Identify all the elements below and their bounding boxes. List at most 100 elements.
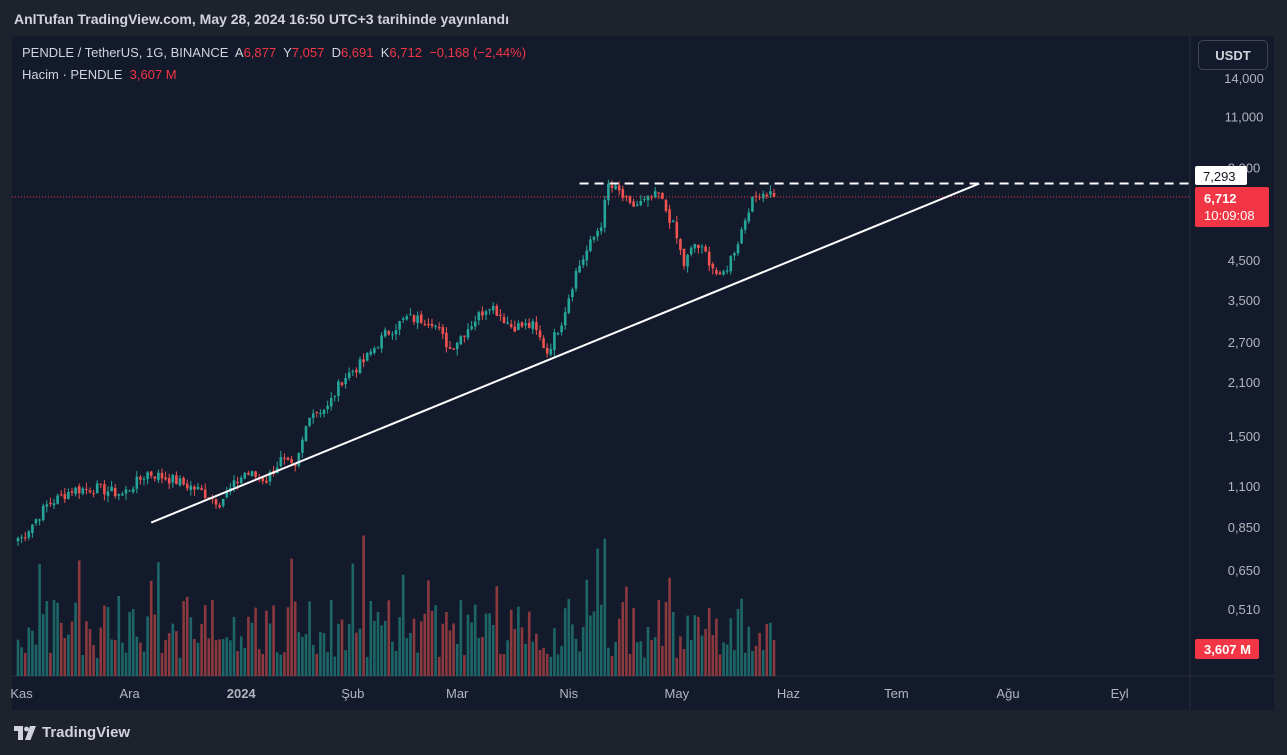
- volume-bar: [239, 636, 243, 676]
- candle-body: [203, 489, 207, 498]
- candle-body: [538, 330, 542, 338]
- candle-body: [56, 495, 59, 504]
- candle-body: [279, 457, 283, 466]
- volume-bar: [430, 610, 434, 676]
- candle-body: [639, 200, 643, 206]
- volume-bar: [196, 642, 200, 676]
- candle-body: [358, 359, 362, 374]
- high-label: Y: [283, 45, 292, 60]
- volume-bar: [416, 652, 419, 676]
- volume-bar: [538, 649, 542, 676]
- time-tick-label: Mar: [446, 686, 469, 701]
- candle-body: [347, 372, 351, 378]
- price-tick-label: 3,500: [1228, 293, 1261, 308]
- candle-body: [715, 269, 718, 274]
- candle-body: [225, 491, 229, 498]
- volume-bar: [448, 630, 452, 676]
- volume-bar: [711, 634, 715, 676]
- volume-bar: [369, 600, 373, 676]
- candle-body: [301, 439, 304, 453]
- volume-bar: [225, 637, 229, 676]
- candle-body: [646, 195, 650, 201]
- volume-bar: [142, 651, 146, 676]
- volume-label[interactable]: Hacim · PENDLE: [22, 67, 123, 82]
- candle-body: [146, 472, 149, 480]
- candle-body: [632, 201, 635, 207]
- candle-body: [747, 212, 751, 222]
- volume-value: 3,607 M: [129, 67, 177, 82]
- candle-body: [473, 321, 477, 327]
- time-axis: Kas Ara 2024 Şub Mar Nis May Haz Tem Ağu Eyl: [10, 686, 1128, 701]
- volume-bar: [329, 599, 333, 676]
- time-tick-label: 2024: [227, 686, 257, 701]
- candle-body: [376, 347, 380, 349]
- volume-bar: [232, 616, 236, 676]
- candle-body: [535, 322, 538, 331]
- volume-bar: [207, 638, 211, 676]
- candle-body: [488, 309, 491, 311]
- candle-body: [506, 322, 509, 324]
- volume-bar: [149, 580, 153, 676]
- candle-body: [117, 494, 121, 496]
- candle-body: [214, 499, 218, 505]
- svg-text:10:09:08: 10:09:08: [1204, 208, 1255, 223]
- candle-body: [466, 329, 470, 338]
- volume-bar: [70, 621, 74, 676]
- volume-bar: [380, 625, 383, 676]
- candle-body: [452, 348, 455, 350]
- candle-body: [167, 478, 171, 484]
- volume-bar: [614, 641, 617, 676]
- candle-body: [243, 472, 247, 479]
- candle-body: [617, 185, 621, 191]
- candle-body: [380, 335, 383, 349]
- candle-body: [178, 478, 182, 486]
- volume-bar: [355, 632, 358, 676]
- candle-body: [365, 352, 369, 361]
- brand-name: TradingView: [42, 724, 131, 741]
- volume-bar: [743, 652, 747, 676]
- candle-body: [247, 472, 250, 475]
- volume-bar: [189, 617, 193, 676]
- volume-bar: [625, 586, 628, 676]
- trend-line[interactable]: [150, 182, 980, 524]
- volume-bar: [531, 641, 535, 676]
- volume-bar: [697, 616, 700, 676]
- svg-text:3,607 M: 3,607 M: [1204, 642, 1251, 657]
- volume-bar: [769, 622, 772, 676]
- candle-body: [254, 471, 257, 477]
- volume-bar: [567, 598, 571, 676]
- chart-frame[interactable]: [12, 36, 1274, 710]
- candle-body: [607, 183, 610, 201]
- candle-body: [679, 239, 682, 250]
- currency-button[interactable]: USDT: [1198, 40, 1268, 70]
- candle-body: [200, 488, 203, 491]
- volume-bar: [106, 607, 110, 676]
- price-tick-label: 0,650: [1228, 563, 1261, 578]
- candle-body: [463, 335, 466, 337]
- candle-body: [63, 493, 67, 499]
- candle-body: [571, 289, 574, 298]
- volume-bar: [466, 614, 470, 676]
- candle-body: [686, 254, 689, 267]
- volume-bar: [718, 654, 722, 676]
- volume-bar: [574, 638, 578, 676]
- candle-body: [603, 199, 607, 228]
- candle-body: [495, 305, 499, 316]
- candle-body: [682, 248, 686, 266]
- symbol-label[interactable]: PENDLE / TetherUS, 1G, BINANCE: [22, 45, 229, 60]
- volume-bar: [736, 608, 740, 676]
- candle-body: [193, 486, 196, 490]
- candle-body: [74, 487, 77, 495]
- candle-body: [149, 471, 153, 476]
- volume-bar: [617, 618, 621, 676]
- volume-bar: [49, 652, 52, 676]
- candle-body: [441, 327, 445, 334]
- tradingview-brand[interactable]: TradingView: [14, 724, 130, 741]
- volume-bar: [434, 605, 437, 676]
- volume-bar: [218, 639, 221, 676]
- volume-bar: [268, 623, 272, 676]
- candle-body: [409, 314, 412, 316]
- candle-body: [95, 483, 99, 494]
- volume-bar: [365, 657, 369, 676]
